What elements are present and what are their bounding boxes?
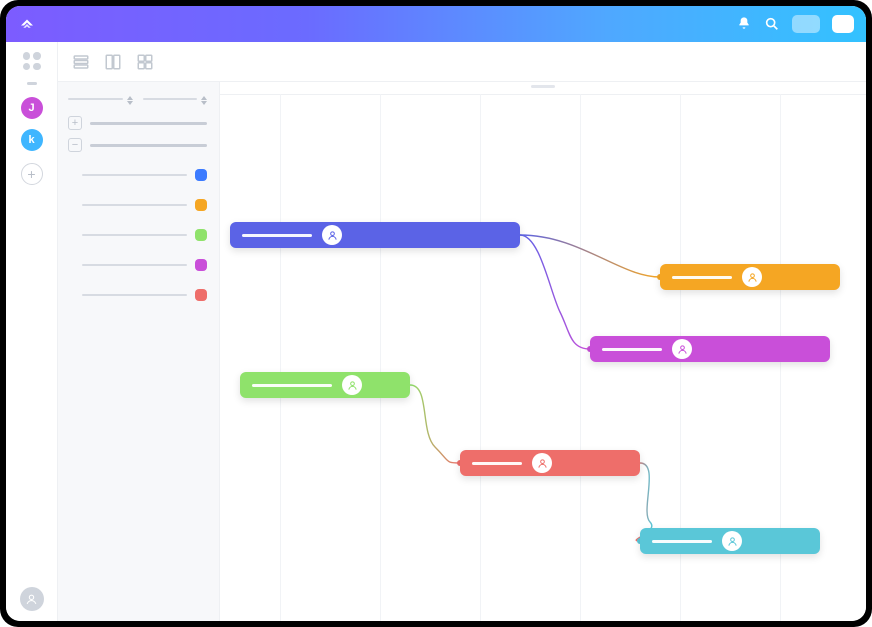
color-swatch <box>195 199 207 211</box>
sidebar-sort-row <box>68 96 207 102</box>
sidebar-group-header[interactable]: + <box>68 116 207 130</box>
sidebar-item[interactable] <box>68 280 207 310</box>
bell-icon[interactable] <box>736 16 752 32</box>
group-toggle-icon[interactable]: − <box>68 138 82 152</box>
sidebar-item-label <box>82 174 187 176</box>
gantt-bar[interactable] <box>590 336 830 362</box>
assignee-icon[interactable] <box>672 339 692 359</box>
gantt-bar-label <box>242 234 312 237</box>
gantt-bar[interactable] <box>660 264 840 290</box>
gantt-bar[interactable] <box>230 222 520 248</box>
group-title-placeholder <box>90 122 207 125</box>
sidebar-item-label <box>82 204 187 206</box>
board-view-icon[interactable] <box>104 53 122 71</box>
stage: +− <box>58 82 866 621</box>
app-logo[interactable] <box>18 15 36 33</box>
gridline <box>280 94 281 621</box>
content-column: +− <box>58 42 866 621</box>
sidebar-group-header[interactable]: − <box>68 138 207 152</box>
workspace-avatar[interactable]: k <box>21 129 43 151</box>
gantt-canvas[interactable] <box>220 82 866 621</box>
color-swatch <box>195 259 207 271</box>
sidebar: +− <box>58 82 220 621</box>
apps-grid-icon[interactable] <box>23 52 41 70</box>
body: Jk + <box>6 42 866 621</box>
gantt-bar[interactable] <box>240 372 410 398</box>
sidebar-group: − <box>68 138 207 310</box>
workspace-avatar[interactable]: J <box>21 97 43 119</box>
gridline <box>580 94 581 621</box>
gridline <box>380 94 381 621</box>
window-inner: Jk + <box>6 6 866 621</box>
gantt-bar-label <box>672 276 732 279</box>
topbar <box>6 6 866 42</box>
profile-icon[interactable] <box>20 587 44 611</box>
assignee-icon[interactable] <box>722 531 742 551</box>
add-workspace-button[interactable]: + <box>21 163 43 185</box>
group-toggle-icon[interactable]: + <box>68 116 82 130</box>
sidebar-item[interactable] <box>68 250 207 280</box>
sort-control-1[interactable] <box>68 96 133 102</box>
sidebar-item-label <box>82 234 187 236</box>
window-frame: Jk + <box>0 0 872 627</box>
sidebar-item-label <box>82 264 187 266</box>
rail-divider <box>27 82 37 85</box>
gantt-bar-label <box>252 384 332 387</box>
sidebar-group: + <box>68 116 207 130</box>
sort-control-2[interactable] <box>143 96 208 102</box>
gantt-bar-label <box>652 540 712 543</box>
topbar-pill-b[interactable] <box>832 15 854 33</box>
list-view-icon[interactable] <box>72 53 90 71</box>
topbar-pill-a[interactable] <box>792 15 820 33</box>
gantt-bar-label <box>602 348 662 351</box>
gridline <box>480 94 481 621</box>
gantt-bar-label <box>472 462 522 465</box>
sidebar-item[interactable] <box>68 220 207 250</box>
color-swatch <box>195 289 207 301</box>
assignee-icon[interactable] <box>742 267 762 287</box>
drag-handle[interactable] <box>531 85 555 88</box>
search-icon[interactable] <box>764 16 780 32</box>
sidebar-item-label <box>82 294 187 296</box>
group-title-placeholder <box>90 144 207 147</box>
topbar-actions <box>736 15 854 33</box>
assignee-icon[interactable] <box>342 375 362 395</box>
color-swatch <box>195 229 207 241</box>
sidebar-item[interactable] <box>68 160 207 190</box>
view-toolbar <box>58 42 866 82</box>
color-swatch <box>195 169 207 181</box>
left-rail: Jk + <box>6 42 58 621</box>
gantt-bar[interactable] <box>640 528 820 554</box>
assignee-icon[interactable] <box>532 453 552 473</box>
gantt-bar[interactable] <box>460 450 640 476</box>
sidebar-item[interactable] <box>68 190 207 220</box>
tiles-view-icon[interactable] <box>136 53 154 71</box>
assignee-icon[interactable] <box>322 225 342 245</box>
